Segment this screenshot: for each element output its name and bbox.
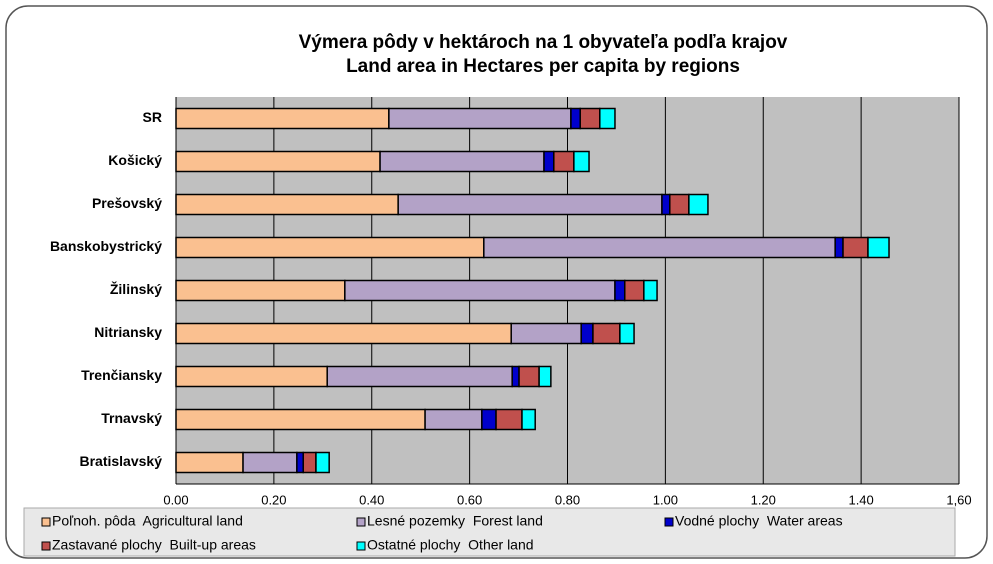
bar-segment — [315, 451, 330, 474]
x-tick-label: 1,60 — [946, 492, 971, 507]
bar-segment — [661, 193, 671, 216]
bar-segment — [379, 150, 545, 173]
legend-label: Poľnoh. pôda Agricultural land — [52, 513, 243, 529]
chart-subtitle: Land area in Hectares per capita by regi… — [346, 56, 740, 77]
legend-label: Zastavané plochy Built-up areas — [52, 537, 256, 553]
bar-segment — [867, 236, 890, 259]
bar-segment — [510, 322, 582, 345]
legend-label: Ostatné plochy Other land — [367, 537, 534, 553]
bar-segment — [688, 193, 709, 216]
bar-segment — [175, 150, 381, 173]
y-tick-label: Trnavský — [101, 410, 162, 426]
bar-segment — [175, 365, 328, 388]
bar-segment — [424, 408, 483, 431]
bar-segment — [834, 236, 844, 259]
legend-swatch — [664, 517, 674, 527]
bar-segment — [579, 107, 601, 130]
bar-segment — [326, 365, 513, 388]
legend-swatch — [356, 517, 366, 527]
legend-label: Vodné plochy Water areas — [675, 513, 843, 529]
bar-segment — [570, 107, 581, 130]
bar-segment — [296, 451, 304, 474]
bar-segment — [175, 279, 346, 302]
bar-segment — [538, 365, 552, 388]
bar-segment — [842, 236, 869, 259]
legend-label: Lesné pozemky Forest land — [367, 513, 543, 529]
bar-segment — [175, 451, 244, 474]
bar-segment — [614, 279, 626, 302]
bar-segment — [580, 322, 594, 345]
bar-segment — [592, 322, 621, 345]
bar-segment — [619, 322, 635, 345]
y-tick-label: Prešovský — [92, 195, 162, 211]
bar-segment — [388, 107, 572, 130]
x-tick-label: 0.40 — [359, 492, 384, 507]
legend-box — [23, 507, 956, 557]
bar-segment — [495, 408, 523, 431]
legend-swatch — [41, 517, 51, 527]
bar-segment — [643, 279, 658, 302]
bar-segment — [175, 193, 399, 216]
x-tick-label: 1.00 — [653, 492, 678, 507]
bar-segment — [543, 150, 555, 173]
bar-segment — [511, 365, 520, 388]
bar-segment — [669, 193, 690, 216]
y-tick-label: Banskobystrický — [50, 238, 162, 254]
bar-segment — [624, 279, 645, 302]
x-tick-label: 0.80 — [555, 492, 580, 507]
x-tick-label: 1.40 — [848, 492, 873, 507]
y-tick-label: Nitriansky — [94, 324, 162, 340]
bar-segment — [518, 365, 540, 388]
bar-segment — [483, 236, 836, 259]
x-tick-label: 1.20 — [751, 492, 776, 507]
bar-segment — [344, 279, 616, 302]
bar-segment — [481, 408, 497, 431]
bar-segment — [175, 408, 426, 431]
bar-segment — [397, 193, 663, 216]
y-tick-label: Košický — [108, 152, 162, 168]
chart-title: Výmera pôdy v hektároch na 1 obyvateľa p… — [299, 32, 788, 53]
bar-segment — [599, 107, 616, 130]
x-tick-label: 0.00 — [163, 492, 188, 507]
bar-segment — [521, 408, 536, 431]
x-tick-label: 0.60 — [457, 492, 482, 507]
y-tick-label: Žilinský — [110, 280, 162, 297]
bar-segment — [175, 236, 485, 259]
bar-segment — [573, 150, 590, 173]
bar-segment — [175, 107, 390, 130]
legend-swatch — [356, 541, 366, 551]
y-tick-label: Bratislavský — [79, 453, 162, 469]
y-tick-label: Trenčiansky — [81, 367, 162, 383]
y-tick-label: SR — [143, 109, 162, 125]
bar-segment — [553, 150, 575, 173]
legend-swatch — [41, 541, 51, 551]
bar-segment — [242, 451, 298, 474]
bar-segment — [302, 451, 317, 474]
x-tick-label: 0.20 — [261, 492, 286, 507]
bar-segment — [175, 322, 512, 345]
